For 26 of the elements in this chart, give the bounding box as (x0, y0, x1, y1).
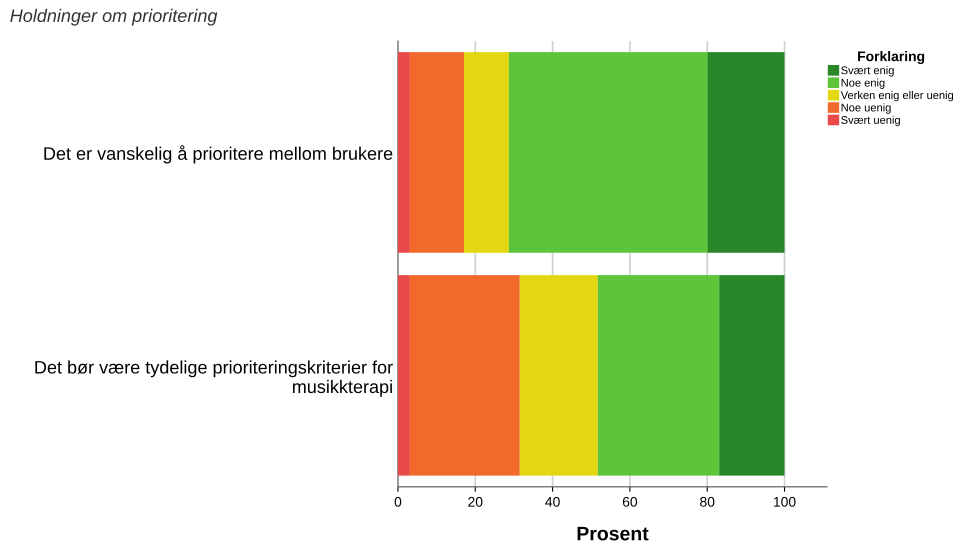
x-tick-label: 60 (622, 496, 638, 507)
legend-label: Verken enig eller uenig (840, 90, 954, 102)
legend-label: Noe uenig (842, 103, 891, 114)
x-tick-label: 0 (394, 496, 402, 507)
legend-label: Svært uenig (841, 116, 900, 126)
legend-label: Noe enig (842, 78, 884, 89)
y-tick-label: Det er vanskelig å prioritere mellom brukere (44, 145, 392, 164)
x-tick-label: 40 (545, 496, 560, 507)
y-tick-label: Det bør være tydelige prioriteringskriterier for musikkterapi (35, 360, 393, 397)
bar (410, 275, 520, 476)
bar (708, 52, 785, 253)
x-axis-title: Prosent (578, 526, 648, 540)
bar (508, 52, 708, 253)
x-tick-label: 80 (700, 496, 714, 507)
x-tick-label: 20 (468, 496, 482, 507)
bar (410, 52, 464, 253)
bar (464, 52, 509, 253)
bar (719, 275, 785, 476)
legend-label: Svært enig (841, 66, 894, 76)
bar (520, 275, 598, 476)
bar (598, 275, 720, 476)
bar (398, 275, 410, 476)
legend-title: Forklaring (858, 51, 924, 64)
text: Holdninger om prioritering (10, 8, 218, 26)
x-tick-label: 100 (774, 496, 796, 507)
bar (398, 52, 410, 253)
